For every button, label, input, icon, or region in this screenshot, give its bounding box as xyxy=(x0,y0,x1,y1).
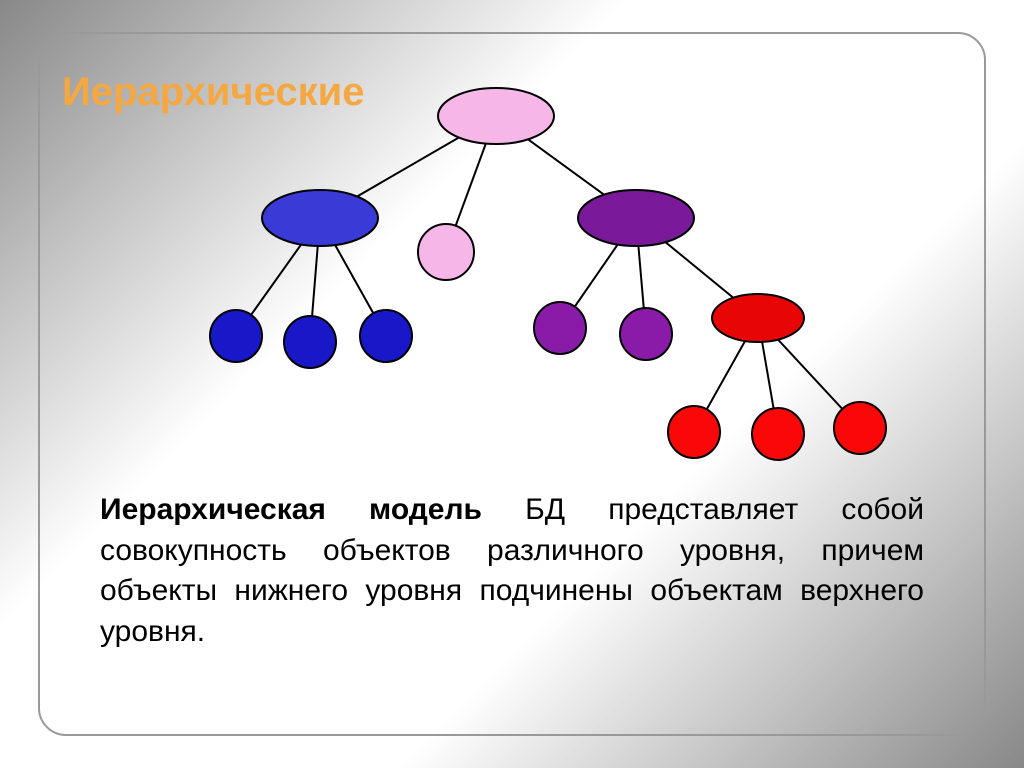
tree-node xyxy=(360,310,412,362)
tree-node xyxy=(418,224,474,280)
tree-node xyxy=(834,402,886,454)
tree-node xyxy=(578,190,694,246)
description-text: Иерархическая модель БД представляет соб… xyxy=(100,490,924,652)
tree-node xyxy=(668,406,720,458)
hierarchy-diagram xyxy=(0,60,1024,480)
tree-node xyxy=(210,310,262,362)
tree-node xyxy=(284,316,336,368)
tree-node xyxy=(752,408,804,460)
tree-node xyxy=(262,190,378,246)
tree-node xyxy=(534,302,586,354)
tree-node xyxy=(620,308,672,360)
tree-node xyxy=(438,88,554,144)
description-bold: Иерархическая модель xyxy=(100,493,482,526)
tree-node xyxy=(712,294,804,342)
